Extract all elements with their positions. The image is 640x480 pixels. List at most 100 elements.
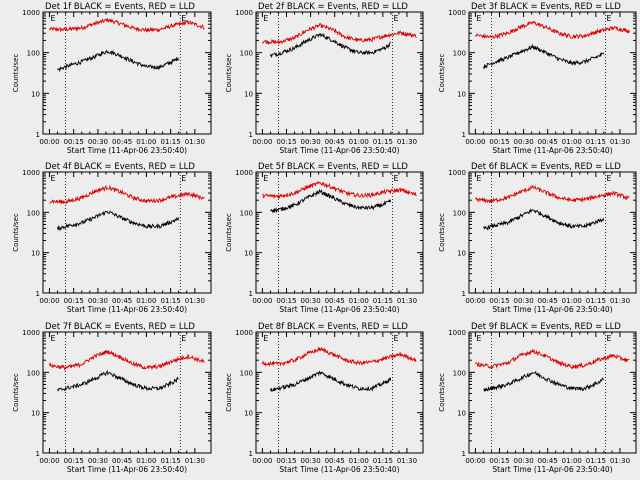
plot-frame (468, 331, 637, 454)
x-tick-label: 00:15 (276, 138, 296, 146)
plot-frame (42, 171, 212, 294)
panel-det-8: Det 8f BLACK = Events, RED = LLD 1 10 100 10… (225, 322, 424, 474)
event-marker-label: E (606, 334, 611, 343)
x-tick-label: 00:00 (465, 138, 485, 146)
events-rate-line (57, 49, 179, 73)
panel-det-9: Det 9f BLACK = Events, RED = LLD 1 10 100 10… (438, 322, 637, 474)
panel-title: Det 1f BLACK = Events, RED = LLD (45, 2, 195, 12)
x-tick-label: 01:30 (610, 138, 630, 146)
y-tick-label: 1 (249, 290, 253, 298)
x-tick-label: 00:15 (64, 297, 84, 305)
x-axis-label: Start Time (11-Apr-06 23:50:40) (492, 146, 612, 155)
panel-det-5: Det 5f BLACK = Events, RED = LLD 1 10 100 10… (225, 162, 424, 314)
x-tick-label: 01:00 (349, 138, 369, 146)
x-tick-label: 01:30 (397, 138, 417, 146)
y-tick-label: 100 (240, 369, 253, 377)
x-tick-label: 00:45 (538, 297, 558, 305)
event-marker-label: E (393, 14, 398, 23)
x-tick-label: 00:30 (88, 297, 108, 305)
y-axis-label: Counts/sec (12, 373, 20, 412)
panel-title: Det 6f BLACK = Events, RED = LLD (471, 162, 621, 172)
lld-rate-line (49, 184, 205, 204)
y-tick-label: 1 (36, 450, 40, 458)
panel-det-4: Det 4f BLACK = Events, RED = LLD 1 10 100 10… (12, 162, 212, 314)
x-tick-label: 01:30 (397, 297, 417, 305)
x-tick-label: 00:30 (88, 457, 108, 465)
x-tick-label: 01:15 (373, 297, 393, 305)
events-rate-line (57, 210, 179, 232)
event-marker-label: E (181, 174, 186, 183)
lld-rate-line (262, 180, 417, 200)
plot-frame (255, 171, 424, 294)
x-tick-label: 01:30 (185, 457, 205, 465)
y-tick-label: 10 (31, 250, 40, 258)
x-axis-label: Start Time (11-Apr-06 23:50:40) (279, 305, 399, 314)
x-tick-label: 00:45 (538, 138, 558, 146)
plot-frame (42, 11, 212, 135)
x-tick-label: 00:15 (64, 138, 84, 146)
y-tick-label: 1 (249, 131, 253, 139)
panel-title: Det 7f BLACK = Events, RED = LLD (45, 322, 195, 332)
x-tick-label: 01:00 (136, 138, 156, 146)
x-tick-label: 01:15 (161, 138, 181, 146)
x-tick-label: 00:00 (39, 297, 59, 305)
x-tick-label: 01:30 (185, 297, 205, 305)
y-tick-label: 100 (453, 369, 466, 377)
event-marker-label: E (393, 334, 398, 343)
lld-rate-line (49, 18, 205, 33)
x-tick-label: 00:15 (489, 457, 509, 465)
y-tick-label: 10 (31, 90, 40, 98)
x-tick-label: 01:15 (161, 297, 181, 305)
events-rate-line (270, 370, 392, 393)
y-tick-label: 100 (453, 209, 466, 217)
y-tick-label: 10 (244, 250, 253, 258)
x-tick-label: 00:15 (64, 457, 84, 465)
panel-det-1: Det 1f BLACK = Events, RED = LLD 1 10 100 10… (12, 2, 212, 155)
x-tick-label: 00:30 (514, 457, 534, 465)
y-tick-label: 1 (36, 131, 40, 139)
x-axis-label: Start Time (11-Apr-06 23:50:40) (492, 465, 612, 474)
y-tick-label: 10 (244, 90, 253, 98)
plot-frame (255, 11, 424, 135)
x-axis-label: Start Time (11-Apr-06 23:50:40) (67, 305, 187, 314)
x-tick-label: 01:00 (562, 457, 582, 465)
panel-det-3: Det 3f BLACK = Events, RED = LLD 1 10 100 10… (438, 2, 637, 155)
x-axis-label: Start Time (11-Apr-06 23:50:40) (279, 465, 399, 474)
event-marker-label: E (181, 14, 186, 23)
panel-title: Det 8f BLACK = Events, RED = LLD (258, 322, 408, 332)
events-rate-line (483, 208, 605, 231)
event-marker-label: E (476, 14, 481, 23)
x-axis-label: Start Time (11-Apr-06 23:50:40) (67, 465, 187, 474)
x-tick-label: 00:00 (252, 297, 272, 305)
x-tick-label: 01:00 (349, 297, 369, 305)
x-tick-label: 00:00 (252, 138, 272, 146)
event-marker-label: E (606, 14, 611, 23)
y-tick-label: 1 (462, 290, 466, 298)
panel-det-2: Det 2f BLACK = Events, RED = LLD 1 10 100 10… (225, 2, 424, 155)
x-tick-label: 01:30 (185, 138, 205, 146)
x-tick-label: 00:15 (489, 297, 509, 305)
event-marker-label: E (263, 334, 268, 343)
x-tick-label: 01:30 (610, 457, 630, 465)
y-tick-label: 10 (244, 410, 253, 418)
x-tick-label: 01:15 (373, 138, 393, 146)
event-marker-label: E (263, 174, 268, 183)
x-tick-label: 00:00 (465, 457, 485, 465)
panel-title: Det 3f BLACK = Events, RED = LLD (471, 2, 621, 12)
plot-frame (255, 331, 424, 454)
y-tick-label: 1000 (448, 329, 466, 337)
y-axis-label: Counts/sec (438, 373, 446, 412)
event-marker-label: E (50, 14, 55, 23)
y-tick-label: 1 (462, 450, 466, 458)
y-tick-label: 100 (27, 209, 40, 217)
y-axis-label: Counts/sec (438, 213, 446, 252)
y-tick-label: 1 (462, 131, 466, 139)
x-tick-label: 00:45 (112, 457, 132, 465)
lld-rate-line (475, 184, 630, 205)
lld-rate-line (475, 20, 630, 40)
x-tick-label: 00:15 (276, 297, 296, 305)
y-axis-label: Counts/sec (438, 54, 446, 93)
event-marker-label: E (181, 334, 186, 343)
panel-title: Det 9f BLACK = Events, RED = LLD (471, 322, 621, 332)
